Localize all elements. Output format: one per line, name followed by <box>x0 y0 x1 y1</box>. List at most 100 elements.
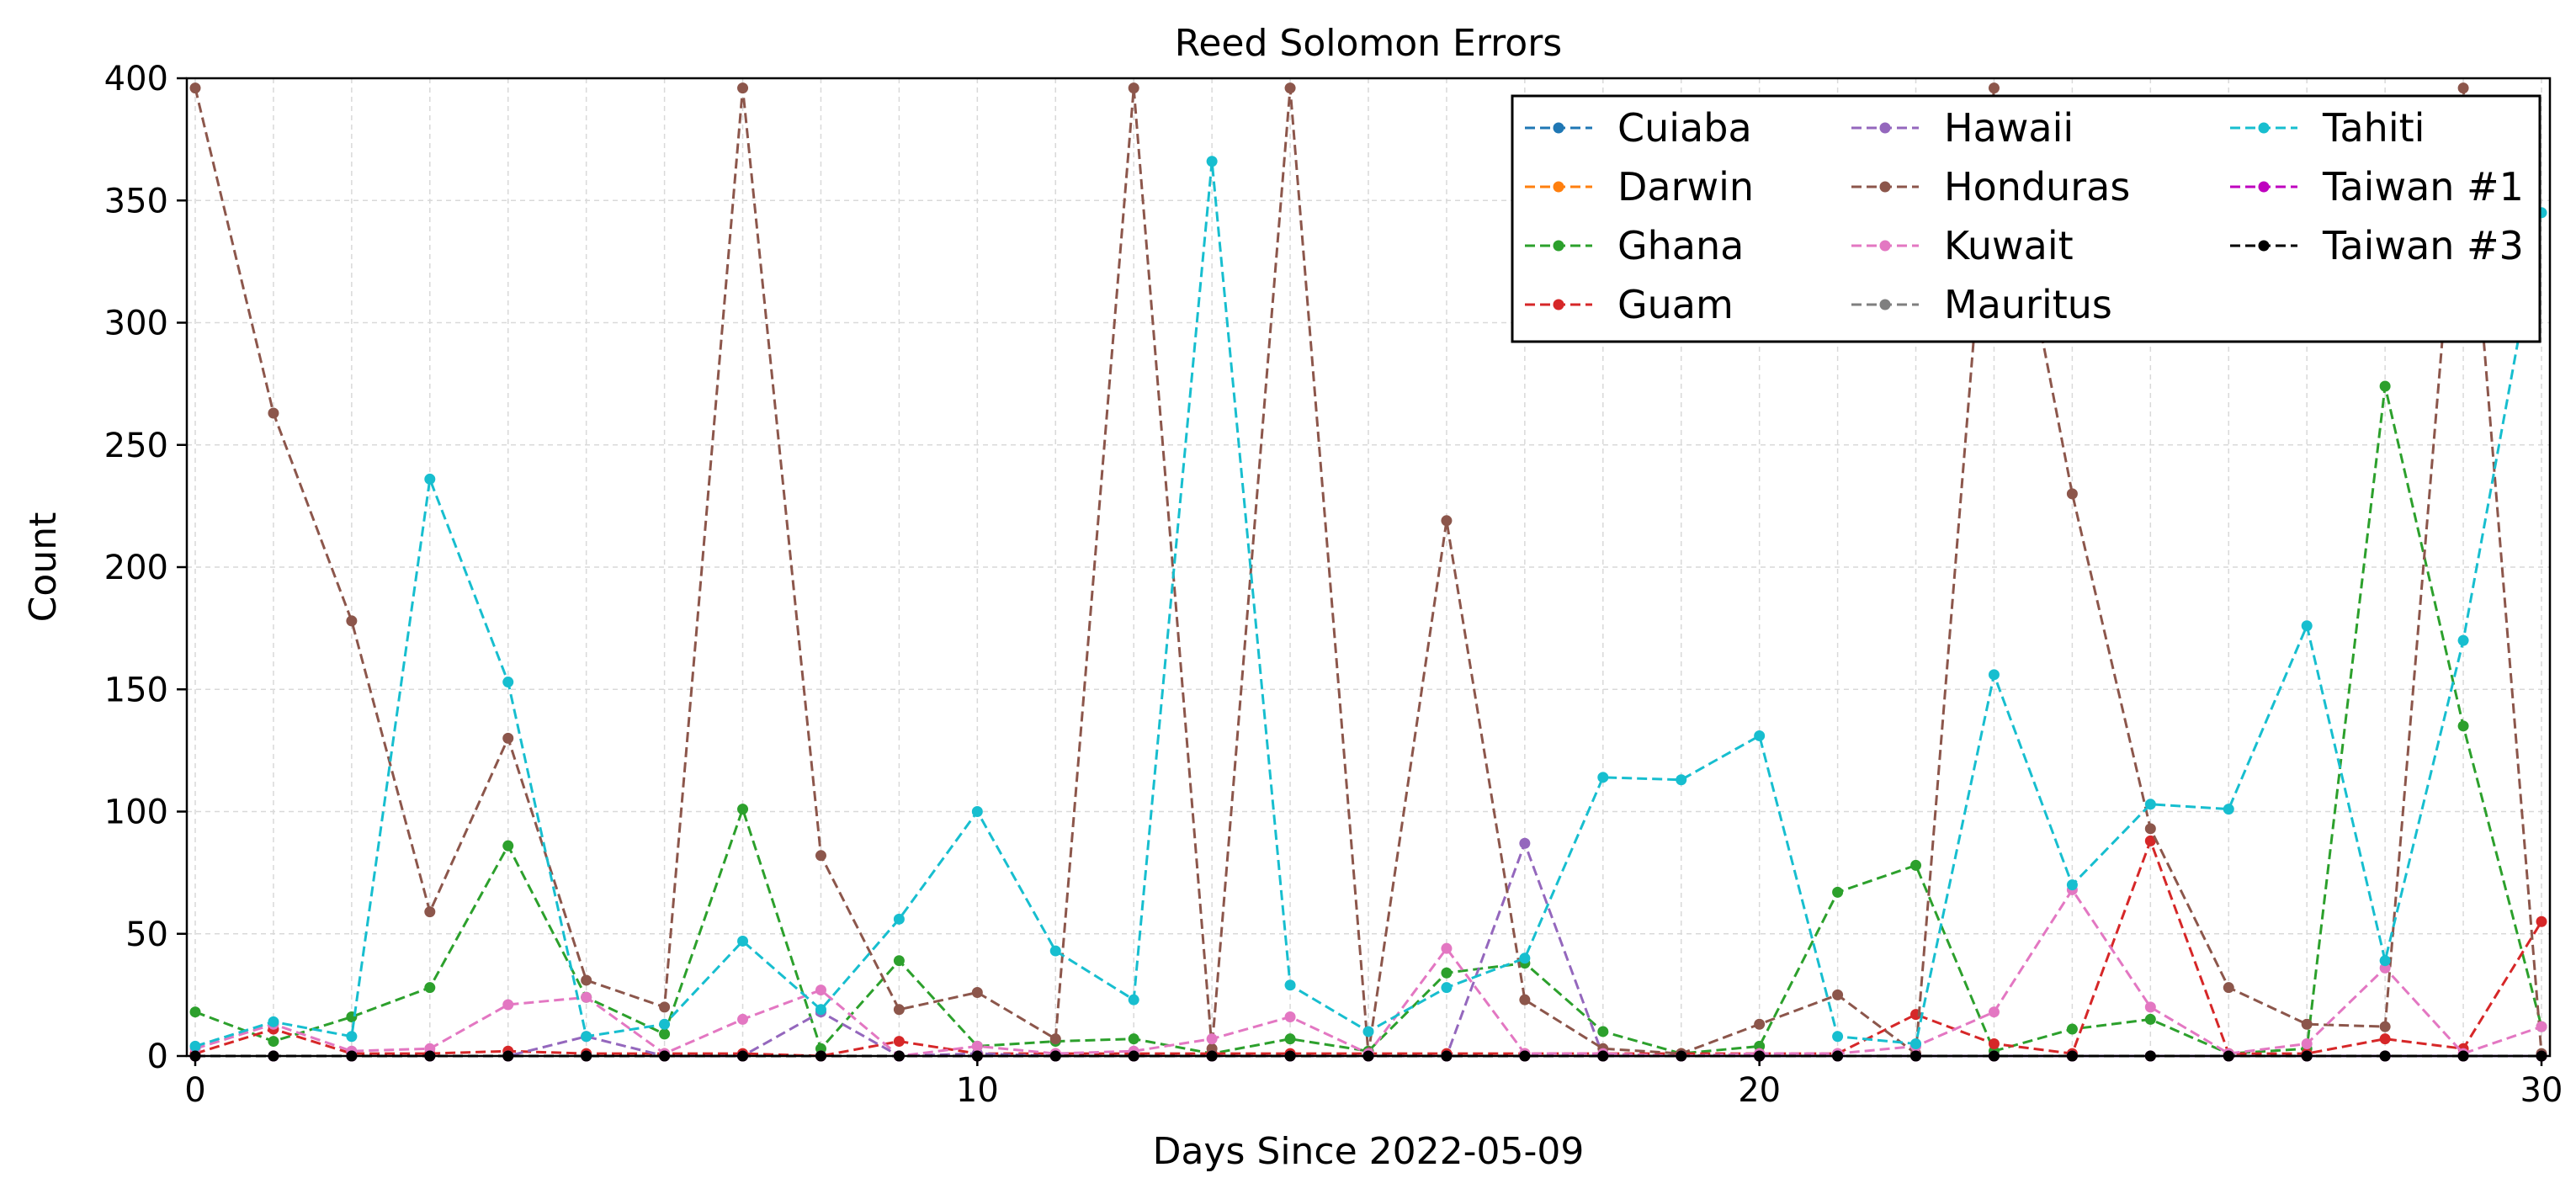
data-point <box>1284 82 1296 94</box>
data-point <box>2301 1018 2313 1030</box>
data-point <box>1206 1033 1218 1045</box>
data-point <box>659 1001 671 1013</box>
data-point <box>2379 1021 2391 1032</box>
y-tick-label: 350 <box>104 182 168 220</box>
data-point <box>2066 1023 2078 1035</box>
data-point <box>2144 823 2156 835</box>
x-tick-label: 10 <box>956 1071 999 1110</box>
legend-marker <box>1879 299 1891 310</box>
data-point <box>2301 1037 2313 1049</box>
data-point <box>268 407 279 419</box>
data-point <box>1519 953 1531 964</box>
legend-marker <box>1879 181 1891 193</box>
y-tick-label: 0 <box>147 1037 168 1076</box>
x-tick-label: 30 <box>2520 1071 2563 1110</box>
data-point <box>659 1018 671 1030</box>
data-point <box>268 1036 279 1048</box>
data-point <box>737 1013 749 1025</box>
y-tick-label: 100 <box>104 793 168 832</box>
legend-marker <box>1553 240 1564 252</box>
data-point <box>581 1031 592 1043</box>
data-point <box>1519 837 1531 849</box>
data-point <box>424 473 436 485</box>
data-point <box>1049 1033 1061 1045</box>
data-point <box>1128 82 1139 94</box>
legend-item: Taiwan #1 <box>2230 164 2524 210</box>
data-point <box>2379 955 2391 967</box>
data-point <box>2223 982 2234 994</box>
data-point <box>1206 156 1218 167</box>
legend-marker <box>1553 299 1564 310</box>
data-point <box>815 984 826 996</box>
legend-item: Guam <box>1525 282 1734 327</box>
data-point <box>971 986 983 998</box>
legend-label: Tahiti <box>2322 105 2425 151</box>
data-point <box>971 1040 983 1052</box>
data-point <box>2066 488 2078 500</box>
data-point <box>424 982 436 994</box>
data-point <box>502 732 514 744</box>
data-point <box>1832 989 1844 1000</box>
data-point <box>1988 669 2000 681</box>
data-point <box>1910 1037 1922 1049</box>
data-point <box>1597 772 1609 783</box>
data-point <box>2144 1001 2156 1013</box>
data-point <box>1676 774 1687 786</box>
data-point <box>893 1036 905 1048</box>
data-point <box>1284 1011 1296 1023</box>
legend-item: Kuwait <box>1851 223 2074 268</box>
legend-label: Kuwait <box>1944 223 2074 268</box>
x-tick-label: 0 <box>184 1071 205 1110</box>
legend-label: Ghana <box>1617 223 1744 268</box>
legend-label: Taiwan #3 <box>2322 223 2524 268</box>
data-point <box>1441 515 1453 527</box>
legend-marker <box>1553 122 1564 134</box>
data-point <box>1128 1033 1139 1045</box>
data-point <box>815 1004 826 1016</box>
y-tick-label: 400 <box>104 60 168 98</box>
legend-label: Hawaii <box>1944 105 2074 151</box>
data-point <box>502 677 514 688</box>
data-point <box>1284 979 1296 991</box>
data-point <box>2066 879 2078 891</box>
data-point <box>2144 835 2156 846</box>
legend-item: Mauritus <box>1851 282 2112 327</box>
data-point <box>1910 859 1922 871</box>
data-point <box>1519 994 1531 1006</box>
legend-item: Cuiaba <box>1525 105 1752 151</box>
data-point <box>1441 982 1453 994</box>
legend-marker <box>2258 240 2270 252</box>
legend-marker <box>1553 181 1564 193</box>
legend-item: Tahiti <box>2230 105 2425 151</box>
data-point <box>189 1006 201 1018</box>
legend-label: Honduras <box>1944 164 2130 210</box>
data-point <box>1049 945 1061 957</box>
data-point <box>189 1040 201 1052</box>
y-tick-label: 300 <box>104 305 168 343</box>
data-point <box>2223 804 2234 815</box>
series-tahiti <box>189 156 2547 1052</box>
data-point <box>268 1016 279 1027</box>
legend-marker <box>2258 181 2270 193</box>
data-point <box>1754 730 1766 741</box>
legend-marker <box>1879 240 1891 252</box>
data-point <box>1597 1026 1609 1037</box>
data-point <box>581 974 592 986</box>
x-axis-label: Days Since 2022-05-09 <box>1153 1130 1585 1173</box>
y-tick-label: 150 <box>104 671 168 709</box>
data-point <box>1362 1026 1374 1037</box>
data-point <box>737 804 749 815</box>
data-point <box>581 991 592 1003</box>
data-point <box>737 82 749 94</box>
legend-label: Taiwan #1 <box>2322 164 2524 210</box>
data-point <box>2457 720 2469 732</box>
legend-item: Honduras <box>1851 164 2130 210</box>
data-point <box>189 82 201 94</box>
legend-item: Darwin <box>1525 164 1754 210</box>
data-point <box>2457 82 2469 94</box>
chart-title: Reed Solomon Errors <box>1175 22 1562 65</box>
legend: Cuiaba Darwin Ghana Guam Hawaii Honduras Kuwai… <box>1511 94 2541 343</box>
legend-marker <box>2258 122 2270 134</box>
data-point <box>1988 1006 2000 1018</box>
